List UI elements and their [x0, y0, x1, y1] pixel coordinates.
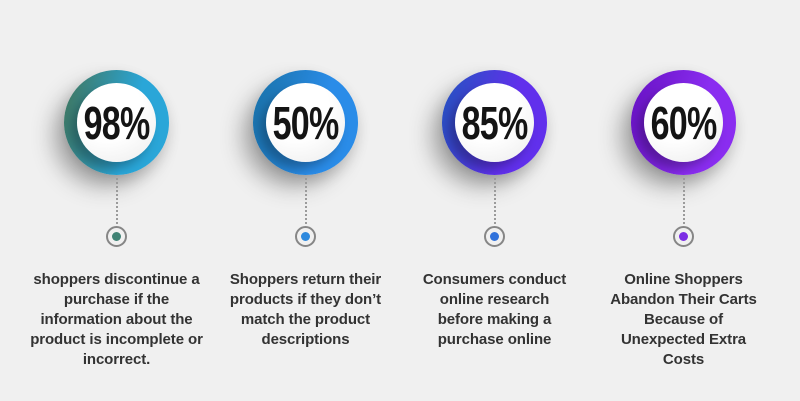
- stat-value: 50%: [272, 96, 340, 149]
- connector-marker-dot: [301, 232, 310, 241]
- connector-marker-ring: [484, 226, 505, 247]
- stat-circle-inner: 60%: [644, 83, 723, 162]
- stat-circle-ring: 85%: [442, 70, 547, 175]
- stat-circle-ring: 98%: [64, 70, 169, 175]
- stat-item: 98% shoppers discontinue a purchase if t…: [22, 70, 211, 401]
- stat-value: 98%: [83, 96, 151, 149]
- stat-item: 60% Online Shoppers Abandon Their Carts …: [589, 70, 778, 401]
- dotted-connector-line: [115, 178, 118, 224]
- connector-marker-ring: [295, 226, 316, 247]
- stat-circle-inner: 85%: [455, 83, 534, 162]
- stat-circle-inner: 50%: [266, 83, 345, 162]
- dotted-connector-line: [493, 178, 496, 224]
- stat-description: Consumers conduct online research before…: [422, 271, 567, 348]
- connector-marker-ring: [673, 226, 694, 247]
- connector-marker-dot: [490, 232, 499, 241]
- stat-circle-ring: 60%: [631, 70, 736, 175]
- stat-value: 60%: [650, 96, 718, 149]
- connector-marker-dot: [112, 232, 121, 241]
- stat-description: shoppers discontinue a purchase if the i…: [30, 271, 203, 368]
- stat-value: 85%: [461, 96, 529, 149]
- stat-circle-inner: 98%: [77, 83, 156, 162]
- stat-item: 85% Consumers conduct online research be…: [400, 70, 589, 401]
- dotted-connector-line: [682, 178, 685, 224]
- stat-description: Online Shoppers Abandon Their Carts Beca…: [610, 271, 757, 368]
- connector-marker-ring: [106, 226, 127, 247]
- stat-circle-ring: 50%: [253, 70, 358, 175]
- dotted-connector-line: [304, 178, 307, 224]
- stat-description: Shoppers return their products if they d…: [229, 271, 382, 348]
- stat-item: 50% Shoppers return their products if th…: [211, 70, 400, 401]
- connector-marker-dot: [679, 232, 688, 241]
